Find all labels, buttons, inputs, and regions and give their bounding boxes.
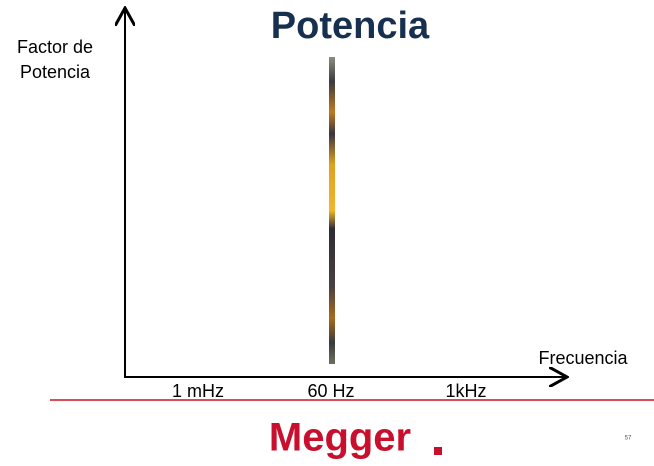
logo-dot	[434, 447, 442, 455]
x-label: 1 mHz	[172, 381, 224, 401]
y-axis-label: Factor de	[17, 37, 93, 57]
slide-title: Potencia	[271, 5, 430, 47]
x-label: 1kHz	[445, 381, 486, 401]
page-number: 57	[625, 436, 632, 442]
logo: Megger	[269, 416, 411, 460]
slide: Potencia Factor de Potencia Frecuencia 1…	[0, 0, 654, 466]
spectrum-strip	[329, 57, 335, 364]
x-label: 60 Hz	[307, 381, 354, 401]
y-axis-label: Potencia	[20, 62, 91, 82]
x-axis-label: Frecuencia	[538, 348, 628, 368]
